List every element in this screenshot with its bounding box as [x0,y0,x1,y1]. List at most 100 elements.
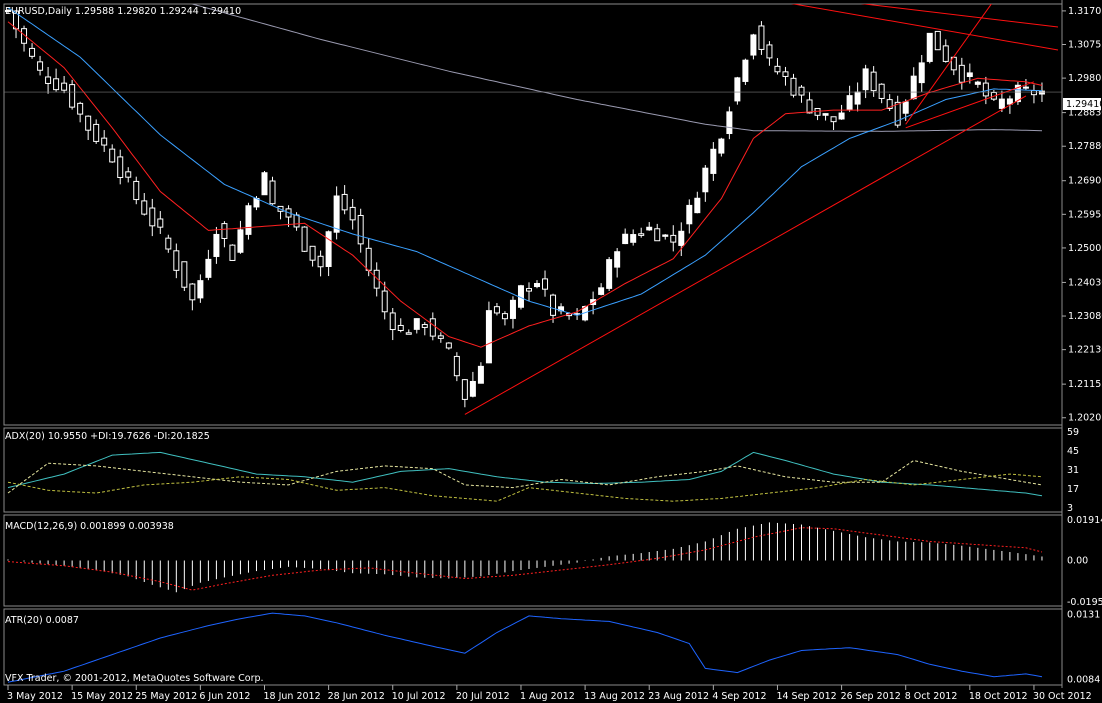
price-tick-label: 1.20205 [1068,413,1102,424]
candle-down [542,278,549,290]
candle-up [678,230,685,246]
price-pane[interactable] [4,0,1062,415]
x-tick-label: 1 Aug 2012 [520,691,575,702]
x-tick-label: 18 Jun 2012 [263,691,320,702]
candle-down [69,84,76,108]
candle-up [822,113,829,116]
candle-down [61,82,68,91]
trendline [791,4,1059,51]
candle-up [854,91,861,105]
axes: 1.31705 1.30755 1.29805 1.28830 1.27880 1.269… [7,6,1102,702]
price-tick-label: 1.26905 [1068,176,1102,187]
candle-up [686,204,693,225]
current-price-tag: 1.29410 [1063,98,1102,110]
candle-up [862,68,869,91]
price-tick-label: 1.30755 [1068,40,1102,51]
candle-down [934,30,941,51]
candle-down [397,324,404,331]
atr-pane[interactable] [7,612,1043,683]
candle-up [846,95,853,110]
candle-down [141,200,148,215]
candle-up [485,310,492,364]
trendline [464,95,1027,415]
candle-up [838,112,845,120]
candle-down [525,288,532,292]
candle-down [790,77,797,96]
candle-down [21,28,28,44]
candle-down [85,115,92,131]
candle-down [45,76,52,84]
macd-header: MACD(12,26,9) 0.001899 0.003938 [5,521,174,532]
candle-down [437,335,444,339]
candle-down [958,64,965,83]
candle-down [341,193,348,211]
candle-up [1006,98,1013,105]
x-tick-label: 28 Jun 2012 [328,691,385,702]
price-tick-label: 1.24030 [1068,277,1102,288]
adx-line [7,451,1043,497]
price-tick-label: 1.27880 [1068,141,1102,152]
ma-fast-line [7,21,1043,348]
macd-pane[interactable] [7,522,1043,593]
price-tick-label: 1.21155 [1068,379,1102,390]
candle-down [670,234,677,243]
candle-down [173,250,180,271]
candle-down [357,214,364,245]
candle-down [125,171,132,178]
candle-down [149,207,156,227]
candle-down [229,244,236,261]
x-tick-label: 6 Jun 2012 [199,691,250,702]
candle-up [702,167,709,193]
x-tick-label: 4 Sep 2012 [712,691,766,702]
candle-down [157,218,164,228]
x-tick-label: 3 May 2012 [7,691,63,702]
candle-down [189,283,196,301]
adx-tick-label: 59 [1067,427,1079,438]
price-tick-label: 1.29805 [1068,73,1102,84]
candle-up [534,283,541,288]
candle-up [742,59,749,82]
ma-slow-line [192,4,1043,132]
candle-down [461,379,468,400]
candle-up [694,197,701,214]
candle-down [453,355,460,377]
candle-up [710,148,717,174]
trendline [905,81,1035,129]
copyright-text: VFX Trader, © 2001-2012, MetaQuotes Soft… [5,673,264,684]
candle-down [421,324,428,328]
adx-tick-label: 3 [1067,503,1073,514]
adx-tick-label: 45 [1067,446,1079,457]
candle-down [133,180,140,201]
x-tick-label: 20 Jul 2012 [456,691,510,702]
macd-signal-line [7,527,1043,591]
macd-tick-label: 0.00 [1067,556,1088,567]
x-tick-label: 30 Oct 2012 [1033,691,1092,702]
x-tick-label: 25 May 2012 [135,691,197,702]
adx-pane[interactable] [7,451,1043,502]
candle-up [614,251,621,268]
candle-down [29,47,36,57]
trendline [860,4,1059,28]
atr-line [7,612,1043,683]
candle-up [902,101,909,114]
candle-down [165,237,172,250]
x-tick-label: 14 Sep 2012 [776,691,836,702]
candle-down [878,83,885,99]
adx-tick-label: 17 [1067,484,1079,495]
candle-up [646,226,653,231]
candle-down [37,61,44,71]
candle-down [501,313,508,320]
candle-up [509,299,516,319]
candle-down [782,71,789,77]
candle-up [598,287,605,295]
candle-up [662,234,669,237]
candle-down [550,294,557,316]
candle-up [918,62,925,84]
candle-down [101,137,108,146]
candle-up [630,234,637,243]
candle-down [429,318,436,337]
atr-tick-label: 0.0084 [1067,674,1100,685]
candle-up [974,81,981,85]
candle-up [205,258,212,278]
